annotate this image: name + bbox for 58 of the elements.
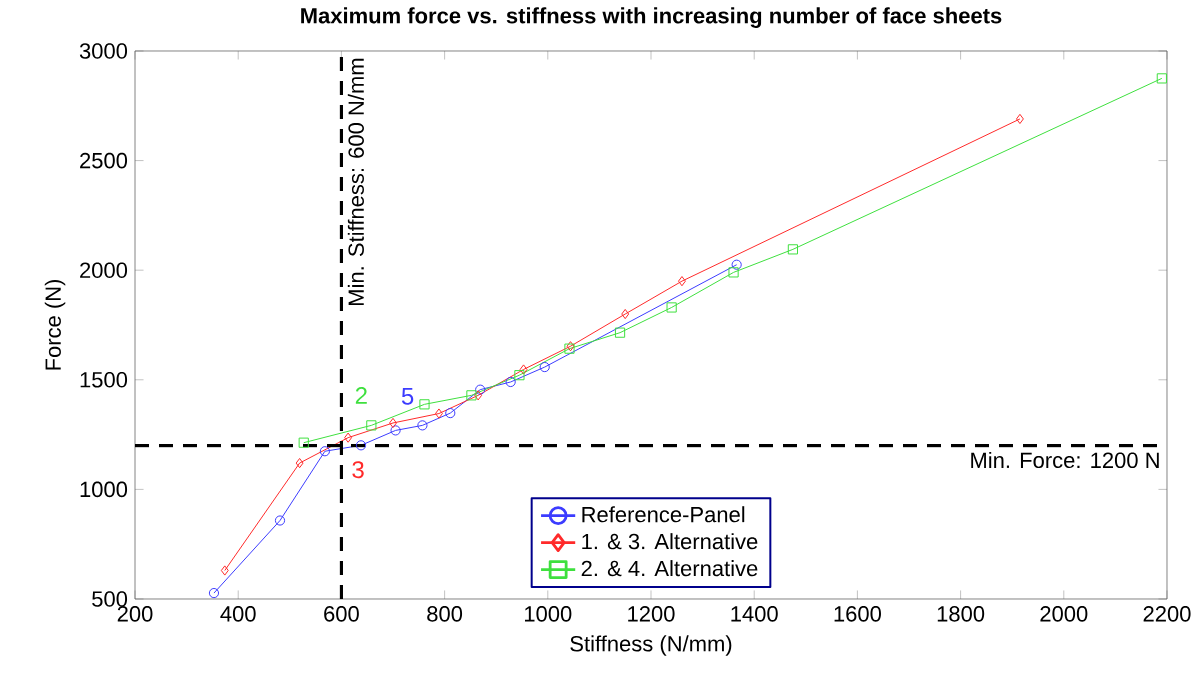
point bbox=[505, 376, 516, 388]
x-tick-label: 600 bbox=[324, 606, 359, 622]
annotation: 3 bbox=[352, 461, 364, 479]
point bbox=[514, 370, 525, 381]
point bbox=[417, 420, 428, 431]
point bbox=[666, 302, 677, 313]
point bbox=[390, 425, 401, 436]
x-tick-label: 800 bbox=[427, 606, 463, 622]
point bbox=[678, 276, 686, 287]
x-tick-label: 1400 bbox=[731, 606, 778, 622]
point bbox=[445, 408, 456, 419]
x-tick-label: 1000 bbox=[525, 606, 572, 622]
legend-label: Reference-Panel bbox=[582, 506, 745, 523]
y-tick-label: 2000 bbox=[80, 262, 128, 278]
point bbox=[614, 327, 626, 338]
x-tick-label: 400 bbox=[220, 606, 256, 622]
x-tick-label: 200 bbox=[117, 606, 153, 622]
point bbox=[621, 308, 630, 320]
point bbox=[1156, 73, 1167, 84]
point bbox=[466, 390, 477, 401]
point bbox=[208, 587, 220, 599]
point bbox=[298, 437, 309, 448]
x-tick-label: 2000 bbox=[1040, 606, 1088, 622]
ref-line-label: Min. Force: 1200 N bbox=[971, 451, 1159, 469]
point bbox=[319, 446, 330, 457]
point bbox=[366, 420, 377, 431]
point bbox=[344, 432, 353, 443]
annotation: 2 bbox=[355, 387, 367, 404]
point bbox=[220, 565, 229, 576]
ref-line-label: Min. Stiffness: 600 N/mm bbox=[347, 58, 364, 305]
chart-title: Maximum force vs. stiffness with increasing number of face sheets bbox=[301, 7, 1002, 28]
x-tick-label: 1200 bbox=[628, 606, 675, 622]
legend-label: 1. & 3. Alternative bbox=[582, 533, 758, 550]
y-tick-label: 500 bbox=[92, 591, 128, 607]
point bbox=[787, 244, 798, 255]
point bbox=[519, 364, 528, 375]
point bbox=[274, 515, 286, 526]
y-tick-label: 3000 bbox=[79, 43, 128, 59]
x-tick-label: 1600 bbox=[834, 606, 881, 622]
annotation: 5 bbox=[401, 388, 414, 405]
point bbox=[1015, 113, 1024, 125]
x-tick-label: 1800 bbox=[937, 606, 985, 622]
point bbox=[295, 457, 304, 469]
point bbox=[475, 384, 486, 395]
y-tick-label: 1000 bbox=[80, 481, 128, 498]
y-tick-label: 1500 bbox=[80, 372, 128, 388]
point bbox=[731, 259, 742, 270]
y-tick-label: 2500 bbox=[80, 152, 128, 169]
x-axis-title: Stiffness (N/mm) bbox=[570, 635, 732, 656]
y-axis-title: Force (N) bbox=[44, 279, 66, 370]
legend-label: 2. & 4. Alternative bbox=[581, 560, 758, 577]
point bbox=[474, 390, 483, 401]
point bbox=[419, 399, 430, 410]
point bbox=[355, 440, 367, 451]
point bbox=[728, 267, 739, 278]
x-tick-label: 2200 bbox=[1143, 606, 1191, 622]
point bbox=[434, 408, 443, 419]
point bbox=[539, 361, 550, 373]
